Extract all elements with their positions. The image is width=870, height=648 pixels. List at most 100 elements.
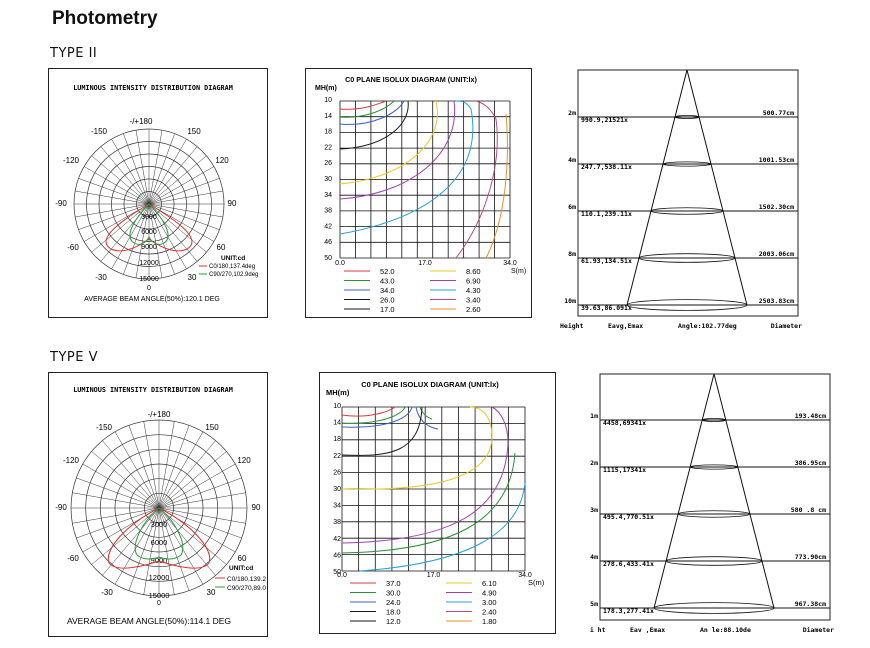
angle-label: 120 [215,156,229,165]
polar-spoke [135,203,150,278]
cone-edge [713,373,775,609]
footer-height-label: Height [560,322,584,330]
isolux-contour [485,113,508,259]
polar-spoke [102,507,160,576]
cone-diagram: 1m 4458,69341x 193.48cm 2m 1115,17341x 386.95… [582,373,834,634]
cone-height-label: 8m [568,250,576,258]
y-tick-label: 34 [324,192,332,199]
polar-spoke [78,178,150,205]
cone-height-label: 1m [590,412,598,420]
angle-label: -30 [101,588,113,597]
cone-diameter-label: 1502.30cm [759,203,794,211]
cone-diameter-label: 386.95cm [795,459,826,467]
y-tick-label: 30 [324,176,332,183]
legend-value: 24.0 [386,598,401,607]
isolux-title: C0 PLANE ISOLUX DIAGRAM (UNIT:lx) [345,75,477,84]
legend-c90: C90/270,89.0 [227,585,266,592]
polar-spoke [91,203,150,253]
footer-diameter-label: Diameter [803,626,834,634]
angle-label: -/+180 [148,410,171,419]
polar-spoke [114,431,160,509]
polar-spoke [148,190,223,205]
polar-spoke [158,440,216,509]
polar-spoke [91,507,160,565]
legend-value: 6.10 [482,579,497,588]
y-tick-label: 50 [324,255,332,262]
polar-spoke [75,190,150,205]
ring-label: 3000 [141,214,157,221]
cone-height-label: 10m [564,297,576,305]
polar-spoke [158,421,175,509]
cone-illuminance-label: 990.9,21521x [581,116,628,124]
polar-spoke [158,463,236,509]
angle-label: -120 [63,456,80,465]
angle-label: -/+180 [130,117,153,126]
x-tick-label: 0.0 [335,260,345,267]
x-tick-label: 17.0 [427,572,441,579]
legend-value: 26.0 [380,296,395,305]
polar-spoke [76,477,160,509]
isolux-contour [341,406,433,424]
c0-curve [105,203,193,252]
y-tick-label: 18 [324,129,332,136]
polar-spoke [148,155,207,205]
cone-illuminance-label: 247.7,538.11x [581,163,632,171]
legend-c0: C0/180,139.2 [227,576,266,583]
polar-spoke [76,507,160,539]
angle-label: 90 [228,199,237,208]
y-tick-label: 22 [324,144,332,151]
beam-angle: AVERAGE BEAM ANGLE(50%):114.1 DEG [67,616,231,626]
footer-eavg-label: Eav ,Emax [630,626,665,634]
footer-angle-label: An le:88.10de [700,626,751,634]
c0-curve [107,507,211,569]
angle-label: -150 [96,423,113,432]
polar-diagram-panel: LUMINOUS INTENSITY DISTRIBUTION DIAGRAM … [48,68,268,318]
polar-spoke [158,477,242,509]
cone-diameter-label: 967.38cm [795,600,826,608]
y-tick-label: 34 [333,503,341,510]
cone-ellipse [662,161,712,167]
isolux-contour [339,100,395,118]
polar-spoke [148,138,187,205]
angle-label: 60 [238,554,247,563]
cone-ellipse [638,253,736,263]
cone-illuminance-label: 278.6,433.41x [603,560,654,568]
polar-diagram: LUMINOUS INTENSITY DISTRIBUTION DIAGRAM … [55,84,258,303]
footer-angle-label: Angle:102.77deg [678,322,737,330]
legend-value: 37.0 [386,579,401,588]
legend-value: 8.60 [466,267,481,276]
legend-value: 17.0 [380,305,395,314]
c90-curve [134,507,184,560]
isolux-contour [341,406,396,417]
unit-label: UNIT:cd [229,565,253,572]
polar-spoke [102,440,160,509]
isolux-diagram: C0 PLANE ISOLUX DIAGRAM (UNIT:lx) MH(m) … [315,75,526,314]
cone-illuminance-label: 1115,17341x [603,466,646,474]
polar-spoke [158,507,175,595]
y-tick-label: 42 [324,223,332,230]
cone-diameter-label: 2003.06cm [759,250,794,258]
polar-spoke [148,203,175,275]
polar-spoke [158,507,242,539]
cone-diameter-label: 2503.83cm [759,297,794,305]
polar-spoke [158,425,190,509]
polar-spoke [148,133,175,205]
angle-label: 0 [147,285,151,292]
y-tick-label: 26 [324,160,332,167]
isolux-contour [455,100,498,259]
polar-spoke [148,203,220,230]
legend-value: 52.0 [380,267,395,276]
cone-illuminance-label: 178.3,277.41x [603,607,654,615]
legend-value: 2.60 [466,305,481,314]
x-tick-label: 34.0 [518,572,532,579]
y-tick-label: 38 [324,208,332,215]
c90-curve [129,203,169,245]
polar-title: LUMINOUS INTENSITY DISTRIBUTION DIAGRAM [73,84,233,92]
legend-value: 34.0 [380,286,395,295]
cone-diameter-label: 773.90cm [795,553,826,561]
isolux-contour [341,406,509,544]
cone-diameter-label: 1001.53cm [759,156,794,164]
y-tick-label: 14 [333,420,341,427]
polar-spoke [82,463,160,509]
legend-value: 18.0 [386,608,401,617]
